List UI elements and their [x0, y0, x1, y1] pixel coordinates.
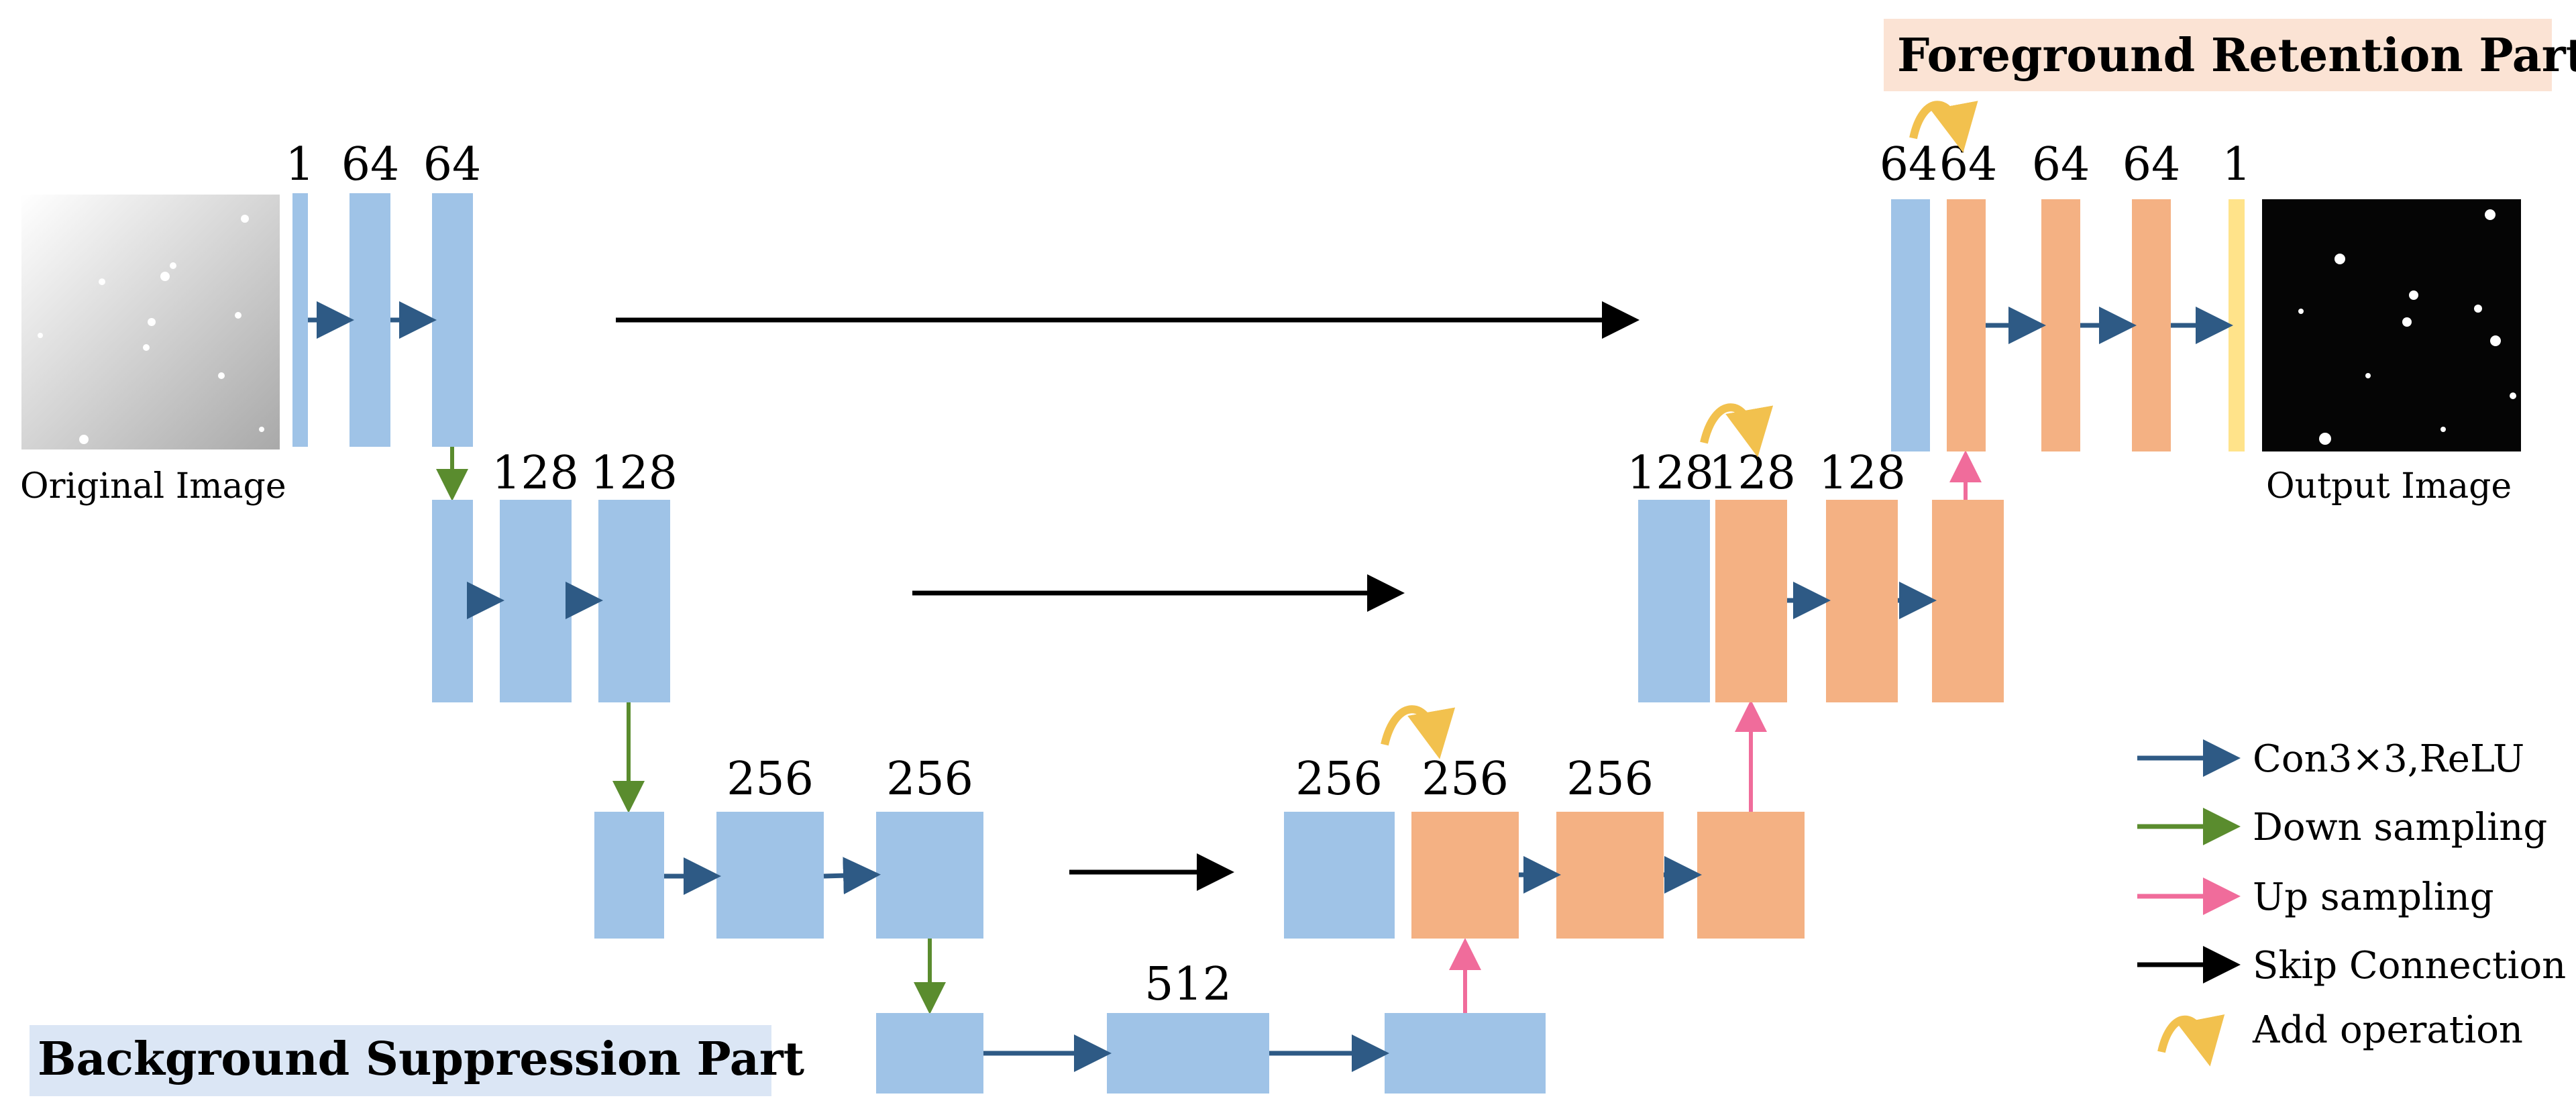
label-bottleneck: 512 — [1144, 958, 1232, 1011]
label-enc2-c: 128 — [590, 447, 678, 500]
label-out: 1 — [2222, 138, 2251, 191]
legend-skip-label: Skip Connection — [2253, 944, 2566, 988]
output-image — [2262, 199, 2521, 451]
label-dec1-b: 64 — [1939, 138, 1998, 191]
add-operation-icon — [1381, 705, 1456, 759]
legend-add-icon — [2157, 1014, 2225, 1067]
dec2-block-3 — [1932, 500, 2004, 702]
bottleneck-block-3 — [1385, 1013, 1546, 1094]
enc3-block-2 — [716, 812, 824, 939]
label-enc2-b: 128 — [492, 447, 579, 500]
label-dec3-a: 256 — [1295, 753, 1383, 806]
legend-down-label: Down sampling — [2253, 806, 2547, 849]
output-image-caption: Output Image — [2266, 466, 2512, 507]
label-enc3-c: 256 — [886, 753, 973, 806]
add-operation-icon — [1700, 403, 1774, 458]
label-enc1-b: 64 — [341, 138, 400, 191]
enc1-block-2 — [350, 193, 390, 447]
label-dec1-d: 64 — [2123, 138, 2181, 191]
background-banner — [30, 1025, 771, 1096]
bottleneck-block-2 — [1107, 1013, 1269, 1094]
enc3-block-1 — [594, 812, 664, 939]
label-dec1-c: 64 — [2032, 138, 2090, 191]
bottleneck-block-1 — [876, 1013, 983, 1094]
label-dec3-c: 256 — [1566, 753, 1654, 806]
label-enc1-a: 1 — [285, 138, 314, 191]
legend-up-label: Up sampling — [2253, 875, 2494, 919]
dec2-block-2 — [1826, 500, 1898, 702]
label-dec2-b: 128 — [1709, 447, 1796, 500]
dec2-block-1 — [1715, 500, 1787, 702]
add-operation-icon — [1909, 101, 1978, 153]
legend-add-label: Add operation — [2252, 1008, 2523, 1052]
background-part-label: Background Suppression Part — [38, 1032, 805, 1086]
label-enc1-c: 64 — [423, 138, 482, 191]
legend: Con3×3,ReLU Down sampling Up sampling Sk… — [2137, 737, 2566, 1067]
enc2-block-1 — [432, 500, 473, 702]
enc2-block-2 — [500, 500, 572, 702]
output-layer-block — [2229, 199, 2245, 451]
label-dec2-c: 128 — [1819, 447, 1906, 500]
dec3-block-1 — [1411, 812, 1519, 939]
label-dec1-a: 64 — [1880, 138, 1938, 191]
enc1-block-1 — [292, 193, 308, 447]
dec2-block-skip — [1638, 500, 1710, 702]
dec3-block-skip — [1284, 812, 1395, 939]
enc2-block-3 — [598, 500, 670, 702]
foreground-banner — [1884, 19, 2552, 91]
dec1-block-3 — [2132, 199, 2171, 451]
enc3-block-3 — [876, 812, 983, 939]
label-dec2-a: 128 — [1627, 447, 1714, 500]
dec1-block-1 — [1947, 199, 1986, 451]
dec1-block-2 — [2041, 199, 2080, 451]
conv-arrow — [823, 857, 881, 895]
original-image-caption: Original Image — [20, 466, 286, 507]
legend-conv-label: Con3×3,ReLU — [2253, 737, 2524, 781]
input-stars — [38, 215, 264, 444]
label-enc3-b: 256 — [727, 753, 814, 806]
output-stars — [2298, 209, 2516, 445]
enc1-block-3 — [432, 193, 473, 447]
dec1-block-skip — [1891, 199, 1930, 451]
dec3-block-2 — [1556, 812, 1664, 939]
dec3-block-3 — [1697, 812, 1805, 939]
foreground-part-label: Foreground Retention Part — [1897, 29, 2576, 83]
label-dec3-b: 256 — [1421, 753, 1509, 806]
